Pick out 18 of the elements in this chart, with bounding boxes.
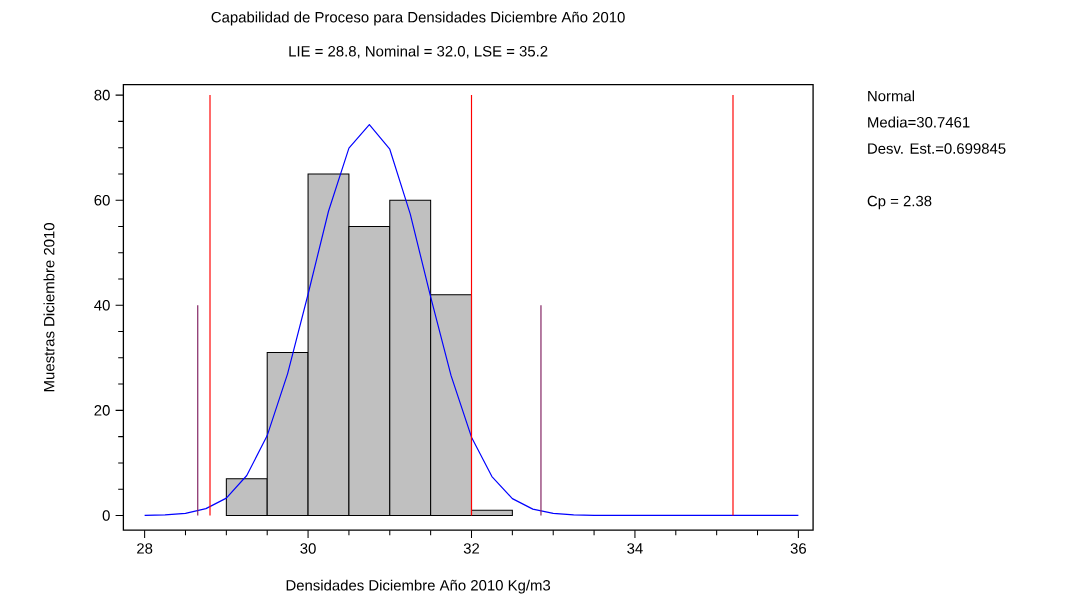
x-tick-label: 28	[137, 543, 153, 554]
x-tick-label: 34	[627, 543, 643, 554]
x-tick-label: 36	[790, 543, 806, 554]
y-tick-label: 20	[94, 405, 110, 416]
chart-title: Capabilidad de Proceso para Densidades Diciembre Año 2010	[211, 11, 625, 26]
chart-subtitle: LIE = 28.8, Nominal = 32.0, LSE = 35.2	[289, 45, 548, 59]
x-tick-label: 32	[463, 543, 480, 554]
y-tick-label: 0	[102, 510, 110, 521]
y-axis-title: Muestras Diciembre 2010	[43, 223, 55, 392]
x-axis-title: Densidades Diciembre Año 2010 Kg/m3	[286, 579, 551, 594]
text: Media=30.7461	[868, 116, 970, 128]
y-tick-label: 80	[94, 89, 110, 101]
y-tick-label: 60	[94, 194, 110, 206]
text: Desv. Est.=0.699845	[868, 143, 1006, 154]
y-tick-label: 40	[94, 299, 110, 311]
text: Normal	[868, 90, 915, 102]
x-tick-label: 30	[300, 543, 316, 554]
text: Cp = 2.38	[867, 195, 932, 210]
